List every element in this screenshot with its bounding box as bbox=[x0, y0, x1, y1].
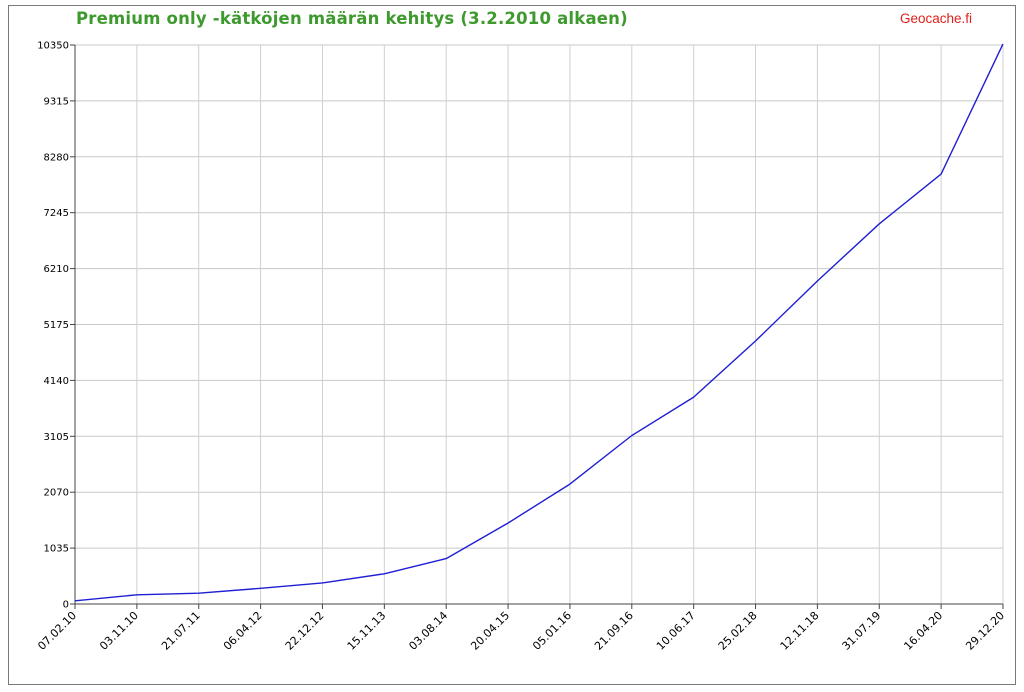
y-tick-label: 3105 bbox=[44, 432, 69, 443]
x-tick-label: 10.06.17 bbox=[654, 609, 698, 653]
chart-title: Premium only -kätköjen määrän kehitys (3… bbox=[76, 9, 628, 28]
series-line bbox=[74, 43, 1004, 602]
y-tick-label: 8280 bbox=[44, 152, 69, 163]
y-axis: 0 1035 2070 3105 4140 5175 6210 7245 8280 9315 103… bbox=[37, 41, 76, 611]
x-tick-label: 15.11.13 bbox=[345, 609, 389, 653]
y-tick-label: 6210 bbox=[44, 264, 69, 275]
brand-label: Geocache.fi bbox=[900, 11, 973, 26]
y-tick-label: 4140 bbox=[44, 376, 69, 387]
y-tick-label: 10350 bbox=[37, 41, 69, 52]
x-tick-label: 25.02.18 bbox=[716, 609, 760, 653]
grid bbox=[74, 44, 1004, 605]
x-tick-label: 22.12.12 bbox=[283, 609, 327, 653]
x-tick-label: 21.09.16 bbox=[592, 609, 636, 653]
y-tick-label: 7245 bbox=[44, 208, 69, 219]
x-tick-label: 05.01.16 bbox=[530, 609, 574, 653]
y-tick-label: 2070 bbox=[44, 488, 69, 499]
x-tick-label: 03.11.10 bbox=[97, 609, 141, 653]
series-lines bbox=[74, 43, 1004, 602]
y-tick-label: 9315 bbox=[44, 96, 69, 107]
x-tick-label: 20.04.15 bbox=[468, 609, 512, 653]
y-tick-label: 0 bbox=[63, 600, 69, 611]
y-tick-label: 5175 bbox=[44, 320, 69, 331]
y-tick-label: 1035 bbox=[44, 544, 69, 555]
x-tick-label: 06.04.12 bbox=[221, 609, 265, 653]
x-tick-label: 21.07.11 bbox=[159, 609, 203, 653]
x-tick-label: 12.11.18 bbox=[778, 609, 822, 653]
x-tick-label: 07.02.10 bbox=[35, 609, 79, 653]
x-tick-label: 31.07.19 bbox=[840, 609, 884, 653]
x-tick-label: 29.12.20 bbox=[963, 609, 1007, 653]
chart-frame bbox=[8, 5, 1016, 685]
x-tick-label: 16.04.20 bbox=[901, 609, 945, 653]
x-axis: 07.02.10 03.11.10 21.07.11 06.04.12 22.12.12… bbox=[35, 603, 1007, 653]
x-tick-label: 03.08.14 bbox=[406, 609, 450, 653]
